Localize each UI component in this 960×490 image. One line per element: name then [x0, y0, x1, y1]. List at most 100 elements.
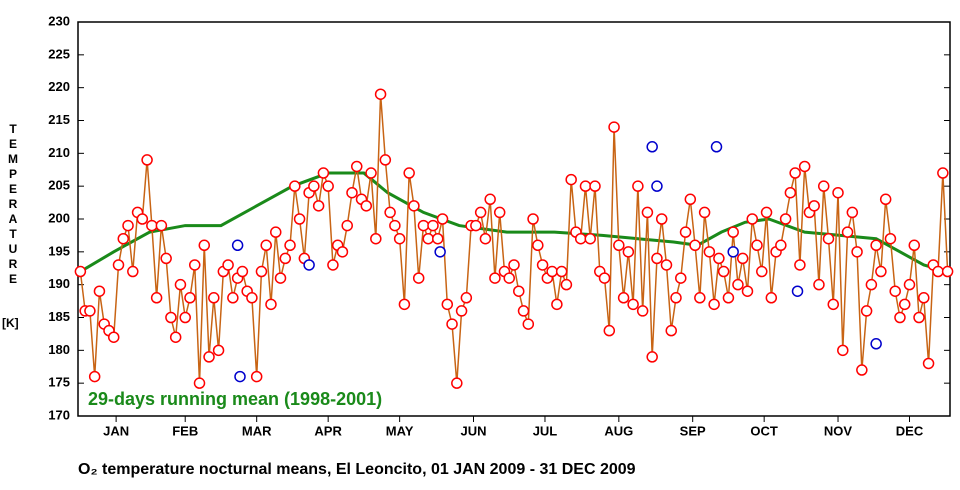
- x-tick-label: NOV: [824, 423, 853, 438]
- y-tick-label: 215: [48, 112, 70, 127]
- data-point: [231, 239, 244, 252]
- data-point: [694, 292, 706, 304]
- data-point: [460, 292, 473, 304]
- data-point: [107, 331, 120, 343]
- data-point: [260, 239, 272, 252]
- x-tick-label: AUG: [604, 423, 633, 438]
- data-point: [779, 213, 792, 225]
- data-point: [269, 226, 282, 238]
- data-point: [574, 232, 587, 245]
- data-point: [889, 285, 901, 297]
- data-point: [632, 180, 644, 192]
- data-point: [651, 252, 663, 265]
- data-point: [203, 351, 215, 363]
- data-point: [922, 357, 935, 370]
- data-point: [727, 246, 739, 258]
- chart-title: O₂ temperature nocturnal means, El Leonc…: [78, 461, 636, 478]
- running-mean-label: 29-days running mean (1998-2001): [88, 389, 382, 409]
- data-point: [675, 272, 687, 284]
- data-point: [374, 88, 387, 100]
- data-point: [660, 259, 673, 271]
- data-point: [389, 219, 401, 232]
- data-point: [508, 259, 520, 271]
- x-tick-label: JAN: [103, 423, 129, 438]
- data-point: [360, 200, 373, 212]
- data-point: [746, 213, 759, 225]
- data-point: [908, 239, 921, 252]
- data-point: [813, 278, 825, 291]
- data-point: [127, 265, 139, 278]
- x-tick-label: JUN: [460, 423, 486, 438]
- y-tick-label: 190: [48, 276, 70, 291]
- x-tick-label: APR: [314, 423, 342, 438]
- data-point: [641, 206, 654, 219]
- data-point: [341, 219, 353, 232]
- data-point: [303, 259, 315, 271]
- data-point: [427, 219, 439, 232]
- data-point: [446, 318, 458, 330]
- data-point: [608, 121, 620, 133]
- data-point: [913, 311, 925, 324]
- data-point: [74, 265, 87, 278]
- data-point: [122, 219, 134, 232]
- data-point: [646, 141, 658, 153]
- data-point: [322, 180, 334, 192]
- data-point: [474, 206, 487, 219]
- data-point: [870, 338, 882, 350]
- data-point: [846, 206, 859, 219]
- data-point: [736, 252, 749, 265]
- data-point: [710, 141, 723, 153]
- data-point: [651, 180, 663, 192]
- data-point: [312, 200, 325, 212]
- data-point: [879, 193, 892, 206]
- data-point: [894, 311, 906, 324]
- data-point: [937, 167, 949, 179]
- data-point: [422, 232, 434, 245]
- data-point: [798, 160, 811, 173]
- data-point: [436, 213, 449, 225]
- data-point: [489, 272, 501, 284]
- data-point: [493, 206, 506, 219]
- data-point: [832, 186, 844, 199]
- data-point: [856, 364, 868, 376]
- data-point: [622, 246, 635, 258]
- data-point: [434, 246, 446, 258]
- data-point: [265, 298, 277, 311]
- data-point: [517, 305, 530, 317]
- data-point: [551, 298, 563, 311]
- data-point: [193, 377, 206, 389]
- y-tick-label: 205: [48, 178, 70, 193]
- data-point: [84, 305, 96, 317]
- data-point: [636, 305, 649, 317]
- data-point: [365, 167, 377, 179]
- data-point: [722, 292, 735, 304]
- data-point: [234, 370, 246, 383]
- data-point: [865, 278, 878, 291]
- y-tick-label: 225: [48, 46, 70, 61]
- x-tick-label: FEB: [172, 423, 198, 438]
- data-point: [751, 239, 763, 252]
- data-point: [169, 331, 182, 343]
- data-point: [536, 259, 549, 271]
- data-point: [198, 239, 211, 252]
- data-point: [212, 344, 225, 357]
- data-point: [432, 232, 444, 245]
- data-point: [822, 232, 835, 245]
- data-point: [417, 219, 430, 232]
- data-point: [293, 213, 306, 225]
- data-point: [384, 206, 396, 219]
- data-point: [398, 298, 411, 311]
- data-point: [670, 292, 682, 304]
- x-tick-label: JUL: [533, 423, 558, 438]
- data-point: [794, 259, 806, 271]
- data-point: [584, 232, 596, 245]
- data-point: [393, 232, 406, 245]
- data-point: [703, 246, 716, 258]
- y-tick-label: 230: [48, 13, 70, 28]
- data-point: [756, 265, 768, 278]
- data-point: [741, 285, 754, 297]
- data-point: [665, 324, 677, 337]
- y-tick-label: 220: [48, 79, 70, 94]
- data-point: [884, 232, 897, 245]
